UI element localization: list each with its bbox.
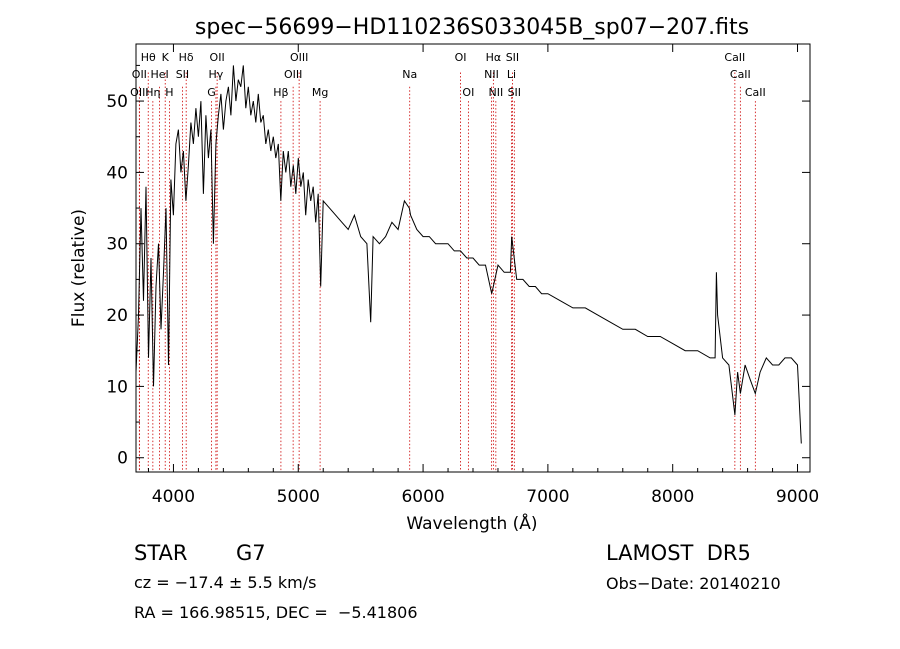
line-marker-label: OIII bbox=[284, 68, 302, 81]
line-marker-label: SII bbox=[176, 68, 189, 81]
survey-release: LAMOST DR5 bbox=[606, 541, 751, 565]
line-marker-label: OIII bbox=[290, 51, 308, 64]
line-marker-label: Mg bbox=[312, 86, 328, 99]
line-marker-label: OIII bbox=[130, 86, 148, 99]
y-axis-label: Flux (relative) bbox=[69, 209, 89, 327]
line-marker-label: OI bbox=[462, 86, 474, 99]
redshift-velocity: cz = −17.4 ± 5.5 km/s bbox=[134, 573, 317, 592]
line-marker-label: Hβ bbox=[273, 86, 288, 99]
line-marker-label: OII bbox=[210, 51, 225, 64]
line-marker-label: G bbox=[207, 86, 216, 99]
line-marker-label: SII bbox=[506, 51, 519, 64]
line-marker-label: Hα bbox=[486, 51, 502, 64]
line-marker-label: CaII bbox=[730, 68, 751, 81]
y-tick-label: 0 bbox=[117, 449, 128, 469]
x-tick-label: 7000 bbox=[526, 487, 569, 507]
y-tick-label: 30 bbox=[106, 235, 128, 255]
line-marker-label: Li bbox=[507, 68, 516, 81]
line-marker-label: Hη bbox=[145, 86, 160, 99]
line-marker-label: Hγ bbox=[208, 68, 223, 81]
line-marker-label: Na bbox=[402, 68, 417, 81]
observation-date: Obs−Date: 20140210 bbox=[606, 574, 781, 593]
y-tick-label: 50 bbox=[106, 92, 128, 112]
x-axis-ticks: 4000 5000 6000 7000 8000 9000 bbox=[147, 44, 819, 507]
spectrum-line bbox=[135, 65, 802, 444]
x-tick-label: 9000 bbox=[776, 487, 819, 507]
line-marker-label: OI bbox=[455, 51, 467, 64]
y-axis-ticks: 0 10 20 30 40 50 bbox=[106, 64, 810, 469]
x-tick-label: 4000 bbox=[152, 487, 195, 507]
line-marker-label: NII bbox=[488, 86, 503, 99]
line-marker-label: NII bbox=[484, 68, 499, 81]
line-marker-label: SII bbox=[508, 86, 521, 99]
x-axis-label: Wavelength (Å) bbox=[406, 512, 537, 534]
spectral-line-markers bbox=[138, 72, 756, 472]
chart-title: spec−56699−HD110236S033045B_sp07−207.fit… bbox=[195, 15, 749, 40]
y-tick-label: 20 bbox=[106, 306, 128, 326]
line-marker-label: Hθ bbox=[141, 51, 156, 64]
y-tick-label: 40 bbox=[106, 163, 128, 183]
coordinates: RA = 166.98515, DEC = −5.41806 bbox=[134, 603, 418, 622]
x-tick-label: 5000 bbox=[277, 487, 320, 507]
object-subclass: G7 bbox=[236, 541, 266, 565]
line-marker-label: CaII bbox=[724, 51, 745, 64]
object-type: STAR bbox=[134, 541, 188, 565]
x-tick-label: 8000 bbox=[651, 487, 694, 507]
x-tick-label: 6000 bbox=[401, 487, 444, 507]
line-marker-label: OII bbox=[132, 68, 147, 81]
line-marker-label: Hδ bbox=[179, 51, 194, 64]
line-marker-label: K bbox=[162, 51, 170, 64]
line-marker-label: HeI bbox=[150, 68, 168, 81]
line-marker-label: CaII bbox=[745, 86, 766, 99]
y-tick-label: 10 bbox=[106, 377, 128, 397]
line-marker-label: H bbox=[165, 86, 173, 99]
